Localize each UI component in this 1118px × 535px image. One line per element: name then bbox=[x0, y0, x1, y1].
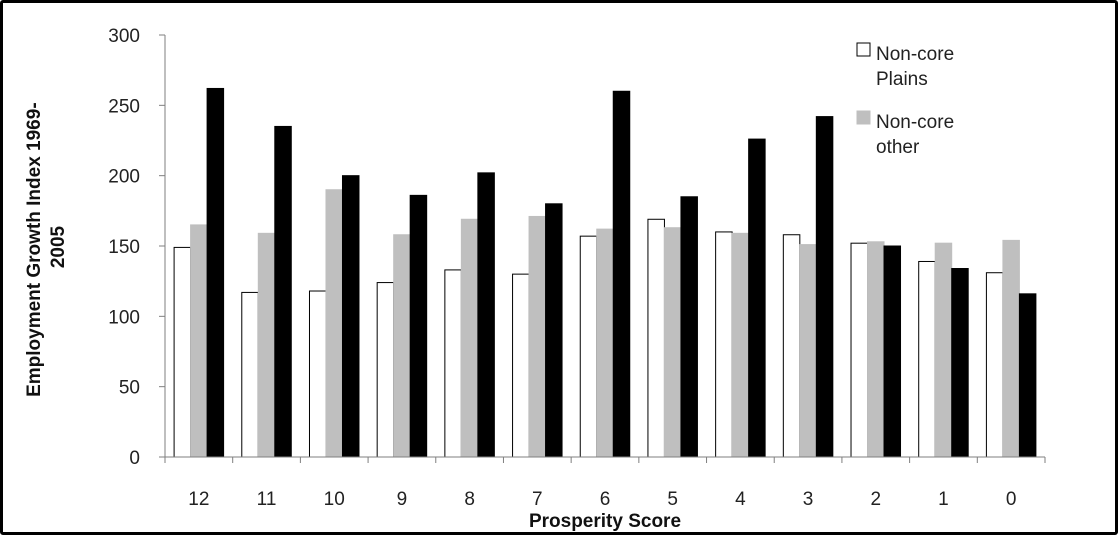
bar-series-1-cat-12 bbox=[173, 246, 192, 458]
bar-series-2-cat-6 bbox=[596, 228, 614, 458]
y-tick-label: 0 bbox=[129, 448, 140, 469]
bar-series-1-cat-2 bbox=[850, 242, 869, 458]
bar-series-3-cat-8 bbox=[477, 172, 495, 458]
axes-group bbox=[159, 34, 1046, 463]
bar-series-2-cat-8 bbox=[460, 218, 479, 458]
y-tick-label: 150 bbox=[108, 237, 140, 258]
legend-label-1: Non-core Plains bbox=[876, 44, 954, 90]
bar-series-1-cat-1 bbox=[918, 260, 936, 458]
x-tick-label: 0 bbox=[1006, 489, 1017, 510]
bar-series-2-cat-2 bbox=[867, 241, 885, 458]
bar-series-3-cat-11 bbox=[274, 125, 292, 458]
x-tick-label: 3 bbox=[803, 489, 814, 510]
bar-series-1-cat-0 bbox=[985, 272, 1004, 458]
bar-series-2-cat-0 bbox=[1002, 239, 1020, 458]
legend: Non-core Plains Non-core other bbox=[856, 42, 954, 158]
bar-series-2-cat-10 bbox=[325, 189, 343, 458]
bar-series-3-cat-9 bbox=[409, 194, 428, 458]
bar-series-1-cat-3 bbox=[782, 234, 801, 458]
bar-series-1-cat-5 bbox=[647, 218, 665, 458]
x-axis-title: Prosperity Score bbox=[529, 511, 681, 532]
bar-series-2-cat-1 bbox=[934, 242, 953, 458]
bar-series-1-cat-10 bbox=[308, 290, 327, 458]
bar-series-1-cat-4 bbox=[715, 231, 733, 458]
bar-series-2-cat-11 bbox=[257, 232, 276, 458]
y-tick-label: 250 bbox=[108, 96, 140, 117]
y-axis-title: Employment Growth Index 1969- 2005 bbox=[24, 97, 69, 397]
legend-swatch-2 bbox=[856, 110, 871, 125]
x-tick-label: 5 bbox=[667, 489, 678, 510]
bar-series-1-cat-7 bbox=[512, 273, 530, 458]
bar-series-3-cat-5 bbox=[680, 196, 698, 458]
x-tick-label: 10 bbox=[324, 489, 345, 510]
x-tick-label: 11 bbox=[257, 489, 277, 510]
bar-series-3-cat-1 bbox=[951, 268, 969, 458]
y-tick-label: 300 bbox=[108, 26, 140, 47]
bar-series-3-cat-3 bbox=[815, 116, 834, 458]
bar-series-1-cat-11 bbox=[241, 291, 259, 458]
x-tick-label: 4 bbox=[735, 489, 746, 510]
bar-series-2-cat-9 bbox=[393, 234, 411, 458]
bar-series-2-cat-4 bbox=[731, 232, 750, 458]
y-tick-label: 50 bbox=[119, 378, 140, 399]
bar-series-1-cat-8 bbox=[444, 269, 462, 458]
x-tick-label: 12 bbox=[188, 489, 209, 510]
x-tick-label: 7 bbox=[532, 489, 543, 510]
bar-series-1-cat-6 bbox=[579, 235, 598, 458]
x-tick-labels: 12 11 10 9 8 7 6 5 4 3 2 1 0 bbox=[188, 489, 1016, 510]
bar-series-1-cat-9 bbox=[376, 282, 395, 458]
x-tick-label: 6 bbox=[600, 489, 611, 510]
bar-series-2-cat-3 bbox=[799, 244, 817, 458]
x-tick-label: 8 bbox=[464, 489, 475, 510]
bars-group bbox=[173, 87, 1037, 458]
legend-label-2: Non-core other bbox=[876, 112, 954, 158]
x-tick-label: 2 bbox=[870, 489, 881, 510]
y-tick-labels: 0 50 100 150 200 250 300 bbox=[108, 26, 140, 469]
bar-series-3-cat-0 bbox=[1018, 293, 1037, 458]
bar-series-3-cat-4 bbox=[748, 138, 766, 458]
y-axis-title-line-1: Employment Growth Index 1969- bbox=[24, 102, 45, 397]
bar-series-2-cat-5 bbox=[663, 227, 682, 458]
legend-swatch-1 bbox=[856, 42, 871, 57]
bar-series-3-cat-2 bbox=[883, 245, 902, 458]
y-axis-title-line-2: 2005 bbox=[48, 225, 69, 268]
bar-series-2-cat-12 bbox=[190, 224, 208, 458]
x-tick-label: 1 bbox=[938, 489, 949, 510]
bar-series-3-cat-10 bbox=[341, 175, 360, 458]
bar-series-3-cat-12 bbox=[206, 87, 225, 458]
bar-series-2-cat-7 bbox=[528, 215, 547, 458]
x-tick-label: 9 bbox=[397, 489, 408, 510]
bar-series-3-cat-6 bbox=[612, 90, 631, 458]
y-tick-label: 200 bbox=[108, 167, 140, 188]
y-tick-label: 100 bbox=[108, 307, 140, 328]
bar-series-3-cat-7 bbox=[545, 203, 563, 458]
